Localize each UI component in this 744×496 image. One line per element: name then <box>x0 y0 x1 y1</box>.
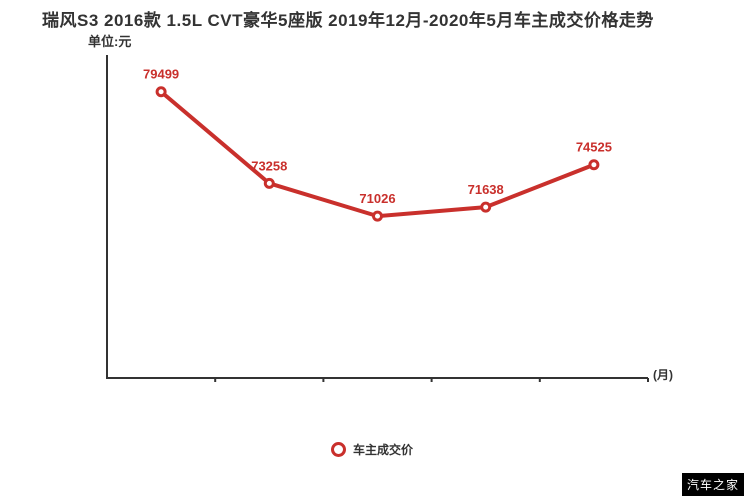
data-point-label: 74525 <box>576 140 612 155</box>
data-point <box>588 159 600 171</box>
data-point-label: 73258 <box>251 158 287 173</box>
watermark-autohome: 汽车之家 <box>682 473 744 496</box>
legend-series-marker-icon <box>330 442 346 457</box>
x-axis-month-label: (月) <box>653 368 673 382</box>
legend-series-label: 车主成交价 <box>352 443 413 457</box>
axis-lines <box>106 55 648 379</box>
page-title: 瑞风S3 2016款 1.5L CVT豪华5座版 2019年12月-2020年5… <box>42 11 654 30</box>
data-point-label: 71026 <box>359 191 395 206</box>
data-point <box>372 210 383 222</box>
data-point-label: 79499 <box>143 67 179 82</box>
data-point <box>155 86 167 98</box>
data-point <box>263 177 275 189</box>
y-axis-unit-label: 单位:元 <box>88 34 132 49</box>
data-point-label: 71638 <box>468 182 504 197</box>
legend: 车主成交价 <box>0 441 744 458</box>
data-point <box>480 201 492 213</box>
